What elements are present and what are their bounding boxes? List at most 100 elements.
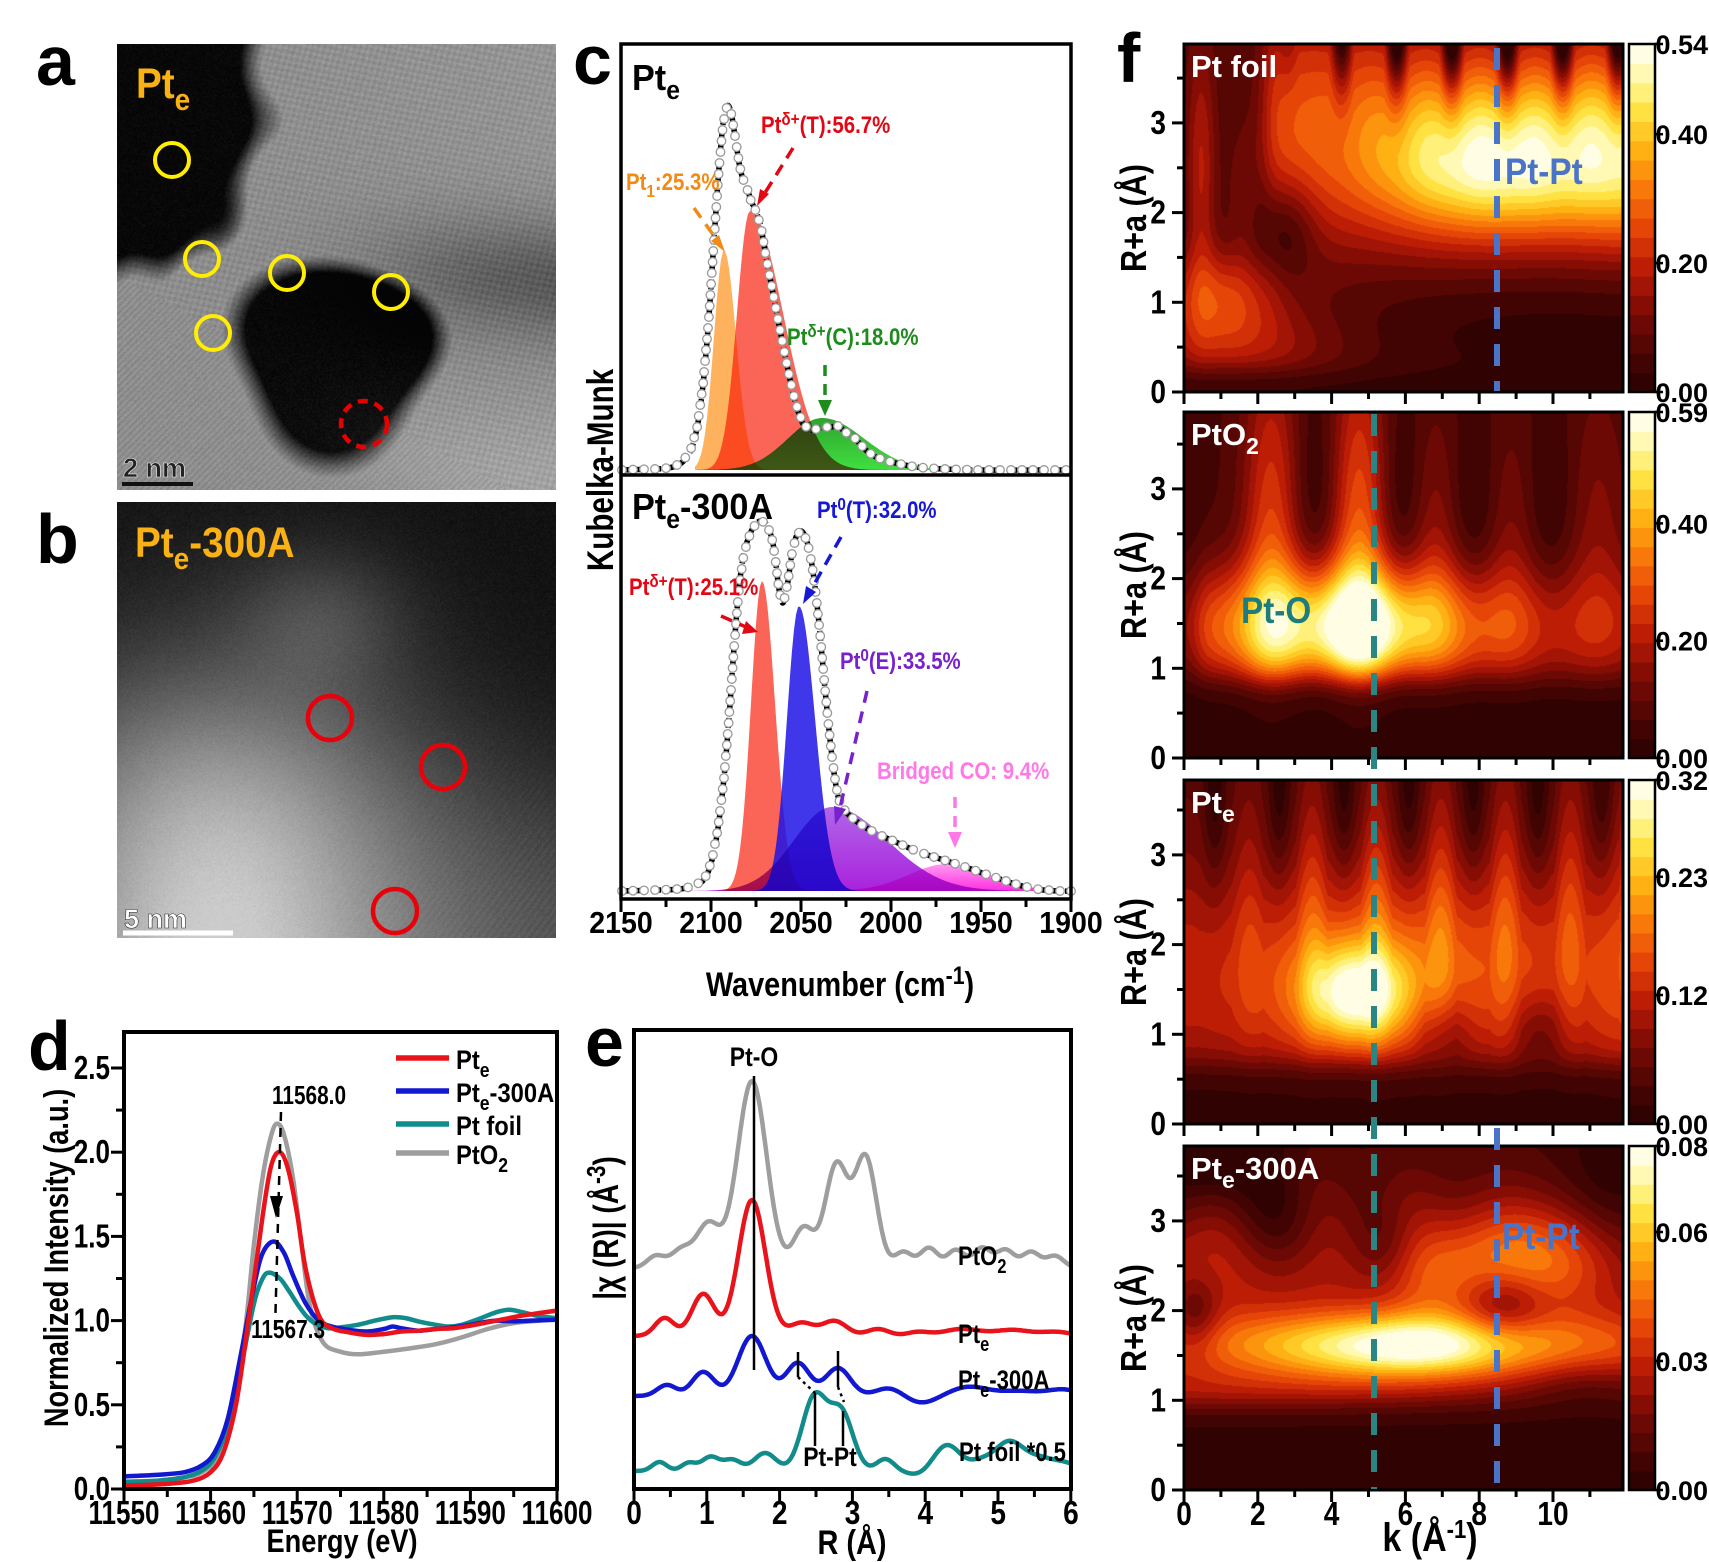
svg-text:2: 2: [1150, 1293, 1166, 1330]
svg-text:0.08: 0.08: [1655, 1132, 1708, 1162]
svg-text:Pte: Pte: [1191, 785, 1235, 827]
svg-text:2: 2: [1150, 561, 1166, 598]
svg-text:Pte: Pte: [456, 1046, 490, 1082]
svg-text:8: 8: [1471, 1496, 1487, 1533]
svg-text:R+a (Å): R+a (Å): [1114, 1264, 1155, 1372]
svg-text:2.5: 2.5: [74, 1050, 110, 1087]
svg-text:f: f: [1117, 19, 1141, 97]
svg-text:Pte-300A: Pte-300A: [456, 1079, 554, 1115]
svg-text:Kubelka-Munk: Kubelka-Munk: [581, 369, 622, 572]
svg-text:Ptδ+(T):25.1%: Ptδ+(T):25.1%: [629, 571, 758, 601]
svg-text:a: a: [36, 22, 76, 100]
svg-text:5: 5: [990, 1495, 1006, 1532]
svg-text:PtO2: PtO2: [1191, 417, 1259, 459]
svg-text:11600: 11600: [521, 1495, 592, 1532]
svg-text:11567.3: 11567.3: [251, 1315, 325, 1344]
svg-text:0: 0: [1150, 740, 1166, 777]
svg-text:0.12: 0.12: [1655, 981, 1708, 1011]
svg-text:Pt foil *0.5: Pt foil *0.5: [959, 1438, 1066, 1468]
svg-text:Bridged CO: 9.4%: Bridged CO: 9.4%: [877, 757, 1049, 784]
svg-text:1: 1: [1150, 1382, 1166, 1419]
svg-text:0.00: 0.00: [1655, 1110, 1708, 1140]
svg-text:2: 2: [1150, 195, 1166, 232]
svg-text:0.0: 0.0: [74, 1471, 110, 1508]
svg-text:c: c: [573, 21, 612, 99]
svg-text:3: 3: [1150, 105, 1166, 142]
svg-text:Pt foil: Pt foil: [456, 1112, 522, 1142]
svg-text:11568.0: 11568.0: [272, 1081, 346, 1110]
svg-text:0.23: 0.23: [1655, 863, 1708, 893]
svg-text:1: 1: [1150, 650, 1166, 687]
svg-text:0.5: 0.5: [74, 1387, 110, 1424]
svg-text:0: 0: [1150, 1106, 1166, 1143]
svg-text:b: b: [36, 500, 79, 578]
svg-text:0.59: 0.59: [1655, 398, 1708, 428]
svg-text:Pt1:25.3%: Pt1:25.3%: [626, 168, 720, 201]
svg-text:Normalized Intensity (a.u.): Normalized Intensity (a.u.): [37, 1089, 76, 1427]
svg-text:0.00: 0.00: [1655, 1476, 1708, 1506]
svg-text:3: 3: [1150, 471, 1166, 508]
svg-text:6: 6: [1063, 1495, 1079, 1532]
svg-text:1.0: 1.0: [74, 1303, 110, 1340]
svg-text:4: 4: [918, 1495, 934, 1532]
svg-text:PtO2: PtO2: [456, 1141, 508, 1177]
svg-text:2100: 2100: [679, 906, 742, 940]
svg-text:0.54: 0.54: [1655, 30, 1708, 60]
svg-text:e: e: [585, 1003, 624, 1081]
svg-text:Energy (eV): Energy (eV): [266, 1524, 417, 1560]
svg-text:0.20: 0.20: [1655, 249, 1708, 279]
svg-text:2: 2: [1250, 1496, 1266, 1533]
svg-text:3: 3: [845, 1495, 861, 1532]
svg-text:R+a (Å): R+a (Å): [1114, 898, 1155, 1006]
svg-text:0.40: 0.40: [1655, 120, 1708, 150]
svg-text:0.00: 0.00: [1655, 378, 1708, 408]
svg-text:Pt-Pt: Pt-Pt: [1502, 1216, 1580, 1257]
svg-text:2050: 2050: [769, 906, 832, 940]
svg-text:1900: 1900: [1039, 906, 1102, 940]
svg-text:0.03: 0.03: [1655, 1347, 1708, 1377]
svg-text:0.00: 0.00: [1655, 744, 1708, 774]
svg-text:3: 3: [1150, 1203, 1166, 1240]
svg-text:Pte: Pte: [136, 59, 190, 117]
svg-text:0.32: 0.32: [1655, 766, 1708, 796]
svg-text:Pte-300A: Pte-300A: [958, 1366, 1050, 1401]
svg-text:R (Å): R (Å): [817, 1523, 886, 1562]
svg-text:|χ (R)| (Å-3): |χ (R)| (Å-3): [582, 1156, 626, 1300]
svg-text:5 nm: 5 nm: [124, 904, 187, 934]
svg-text:10: 10: [1537, 1496, 1568, 1533]
svg-text:d: d: [28, 1007, 71, 1085]
svg-text:R+a (Å): R+a (Å): [1114, 531, 1155, 639]
svg-text:1.5: 1.5: [74, 1219, 110, 1256]
svg-text:0: 0: [626, 1495, 642, 1532]
svg-text:2: 2: [772, 1495, 788, 1532]
svg-text:PtO2: PtO2: [958, 1242, 1006, 1277]
svg-text:11590: 11590: [435, 1495, 506, 1532]
svg-text:0.40: 0.40: [1655, 509, 1708, 539]
svg-text:6: 6: [1398, 1496, 1414, 1533]
svg-text:11550: 11550: [88, 1495, 159, 1532]
svg-text:Pt-Pt: Pt-Pt: [1505, 151, 1583, 192]
svg-text:k (Å-1): k (Å-1): [1382, 1514, 1477, 1559]
svg-text:3: 3: [1150, 837, 1166, 874]
svg-text:Pte: Pte: [958, 1320, 989, 1355]
svg-text:Pte: Pte: [632, 58, 680, 105]
svg-text:11580: 11580: [348, 1495, 419, 1532]
svg-text:1: 1: [1150, 284, 1166, 321]
svg-text:Pt0(E):33.5%: Pt0(E):33.5%: [840, 645, 961, 675]
svg-text:11570: 11570: [262, 1495, 333, 1532]
svg-text:Pt-O: Pt-O: [730, 1042, 778, 1072]
svg-text:Pt-O: Pt-O: [1241, 590, 1311, 631]
svg-text:Wavenumber (cm-1): Wavenumber (cm-1): [706, 961, 974, 1003]
svg-text:Pt-Pt: Pt-Pt: [803, 1442, 857, 1472]
svg-text:Ptδ+(T):56.7%: Ptδ+(T):56.7%: [761, 109, 890, 139]
svg-text:2 nm: 2 nm: [123, 453, 186, 483]
svg-text:Ptδ+(C):18.0%: Ptδ+(C):18.0%: [787, 321, 919, 351]
svg-text:0: 0: [1176, 1496, 1192, 1533]
svg-text:2: 2: [1150, 927, 1166, 964]
svg-text:Pte-300A: Pte-300A: [632, 487, 773, 534]
svg-text:R+a (Å): R+a (Å): [1114, 164, 1155, 272]
svg-text:Pt foil: Pt foil: [1191, 49, 1277, 84]
svg-text:1: 1: [699, 1495, 715, 1532]
svg-text:Pte-300A: Pte-300A: [135, 518, 295, 576]
svg-text:1: 1: [1150, 1016, 1166, 1053]
